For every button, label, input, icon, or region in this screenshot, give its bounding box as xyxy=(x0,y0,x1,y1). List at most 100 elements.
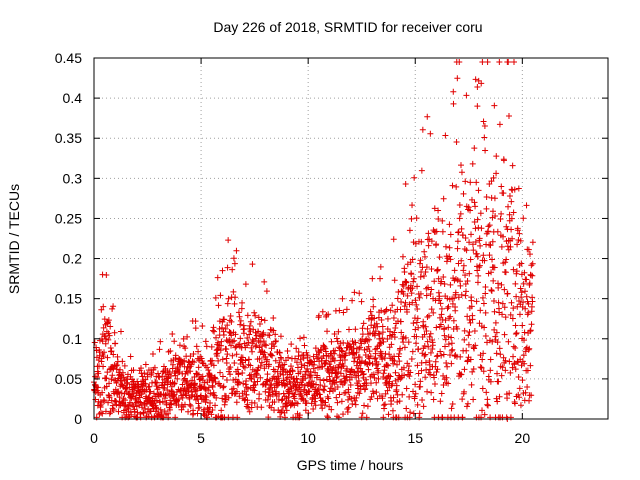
data-point xyxy=(360,371,367,378)
data-point xyxy=(201,379,208,386)
data-point xyxy=(259,332,266,339)
data-point xyxy=(518,260,525,267)
data-point xyxy=(233,351,240,358)
data-point xyxy=(520,280,527,287)
data-point xyxy=(225,237,232,244)
data-point xyxy=(218,407,225,414)
data-point xyxy=(287,384,294,391)
data-point xyxy=(489,238,496,245)
data-point xyxy=(417,378,424,385)
data-point xyxy=(266,384,273,391)
data-point xyxy=(310,353,317,360)
data-point xyxy=(107,323,114,330)
data-point xyxy=(469,160,476,167)
data-point xyxy=(168,400,175,407)
data-point xyxy=(142,405,149,412)
data-point xyxy=(272,338,279,345)
data-point xyxy=(400,339,407,346)
data-point xyxy=(370,390,377,397)
data-point xyxy=(157,399,164,406)
data-point xyxy=(396,398,403,405)
data-point xyxy=(333,394,340,401)
data-point xyxy=(460,262,467,269)
data-point xyxy=(99,410,106,417)
data-point xyxy=(512,344,519,351)
data-point xyxy=(401,303,408,310)
data-point xyxy=(434,267,441,274)
data-point xyxy=(260,338,267,345)
data-point xyxy=(480,252,487,259)
data-point xyxy=(466,239,473,246)
data-point xyxy=(465,341,472,348)
data-point xyxy=(202,338,209,345)
data-point xyxy=(101,398,108,405)
data-point xyxy=(332,347,339,354)
data-point xyxy=(325,369,332,376)
data-point xyxy=(227,371,234,378)
data-point xyxy=(409,202,416,209)
data-point xyxy=(417,290,424,297)
data-point xyxy=(425,343,432,350)
data-point xyxy=(230,255,237,262)
data-point xyxy=(442,132,449,139)
data-point xyxy=(414,283,421,290)
data-point xyxy=(431,278,438,285)
data-point xyxy=(414,306,421,313)
data-point xyxy=(166,368,173,375)
data-point xyxy=(427,349,434,356)
data-point xyxy=(254,378,261,385)
y-tick-label: 0.35 xyxy=(55,130,82,146)
data-point xyxy=(468,297,475,304)
data-point xyxy=(413,333,420,340)
data-point xyxy=(508,299,515,306)
data-point xyxy=(513,330,520,337)
data-point xyxy=(355,378,362,385)
data-point xyxy=(486,222,493,229)
data-point xyxy=(339,348,346,355)
data-point xyxy=(502,367,509,374)
data-point xyxy=(474,216,481,223)
data-point xyxy=(421,331,428,338)
data-point xyxy=(499,364,506,371)
data-point xyxy=(209,327,216,334)
data-point xyxy=(333,374,340,381)
data-point xyxy=(450,88,457,95)
data-point xyxy=(112,362,119,369)
data-point xyxy=(409,285,416,292)
data-point xyxy=(480,350,487,357)
data-point xyxy=(357,365,364,372)
data-point xyxy=(109,402,116,409)
data-point xyxy=(484,401,491,408)
data-point xyxy=(479,294,486,301)
data-point xyxy=(510,343,517,350)
data-point xyxy=(291,395,298,402)
data-point xyxy=(410,410,417,417)
data-point xyxy=(529,260,536,267)
data-point xyxy=(464,400,471,407)
data-point xyxy=(521,269,528,276)
data-point xyxy=(227,364,234,371)
data-point xyxy=(321,383,328,390)
data-point xyxy=(402,180,409,187)
y-axis-label: SRMTID / TECUs xyxy=(6,184,22,294)
data-point xyxy=(494,370,501,377)
data-point xyxy=(516,385,523,392)
data-point xyxy=(369,360,376,367)
data-point xyxy=(398,329,405,336)
data-point xyxy=(475,187,482,194)
data-point xyxy=(174,375,181,382)
data-point xyxy=(427,330,434,337)
data-point xyxy=(194,410,201,417)
data-point xyxy=(272,331,279,338)
data-point xyxy=(508,215,515,222)
data-point xyxy=(267,326,274,333)
data-point xyxy=(157,406,164,413)
data-point xyxy=(397,306,404,313)
data-point xyxy=(420,318,427,325)
data-point xyxy=(337,370,344,377)
data-point xyxy=(313,381,320,388)
data-point xyxy=(509,235,516,242)
data-point xyxy=(328,338,335,345)
data-point xyxy=(310,406,317,413)
data-point xyxy=(195,364,202,371)
